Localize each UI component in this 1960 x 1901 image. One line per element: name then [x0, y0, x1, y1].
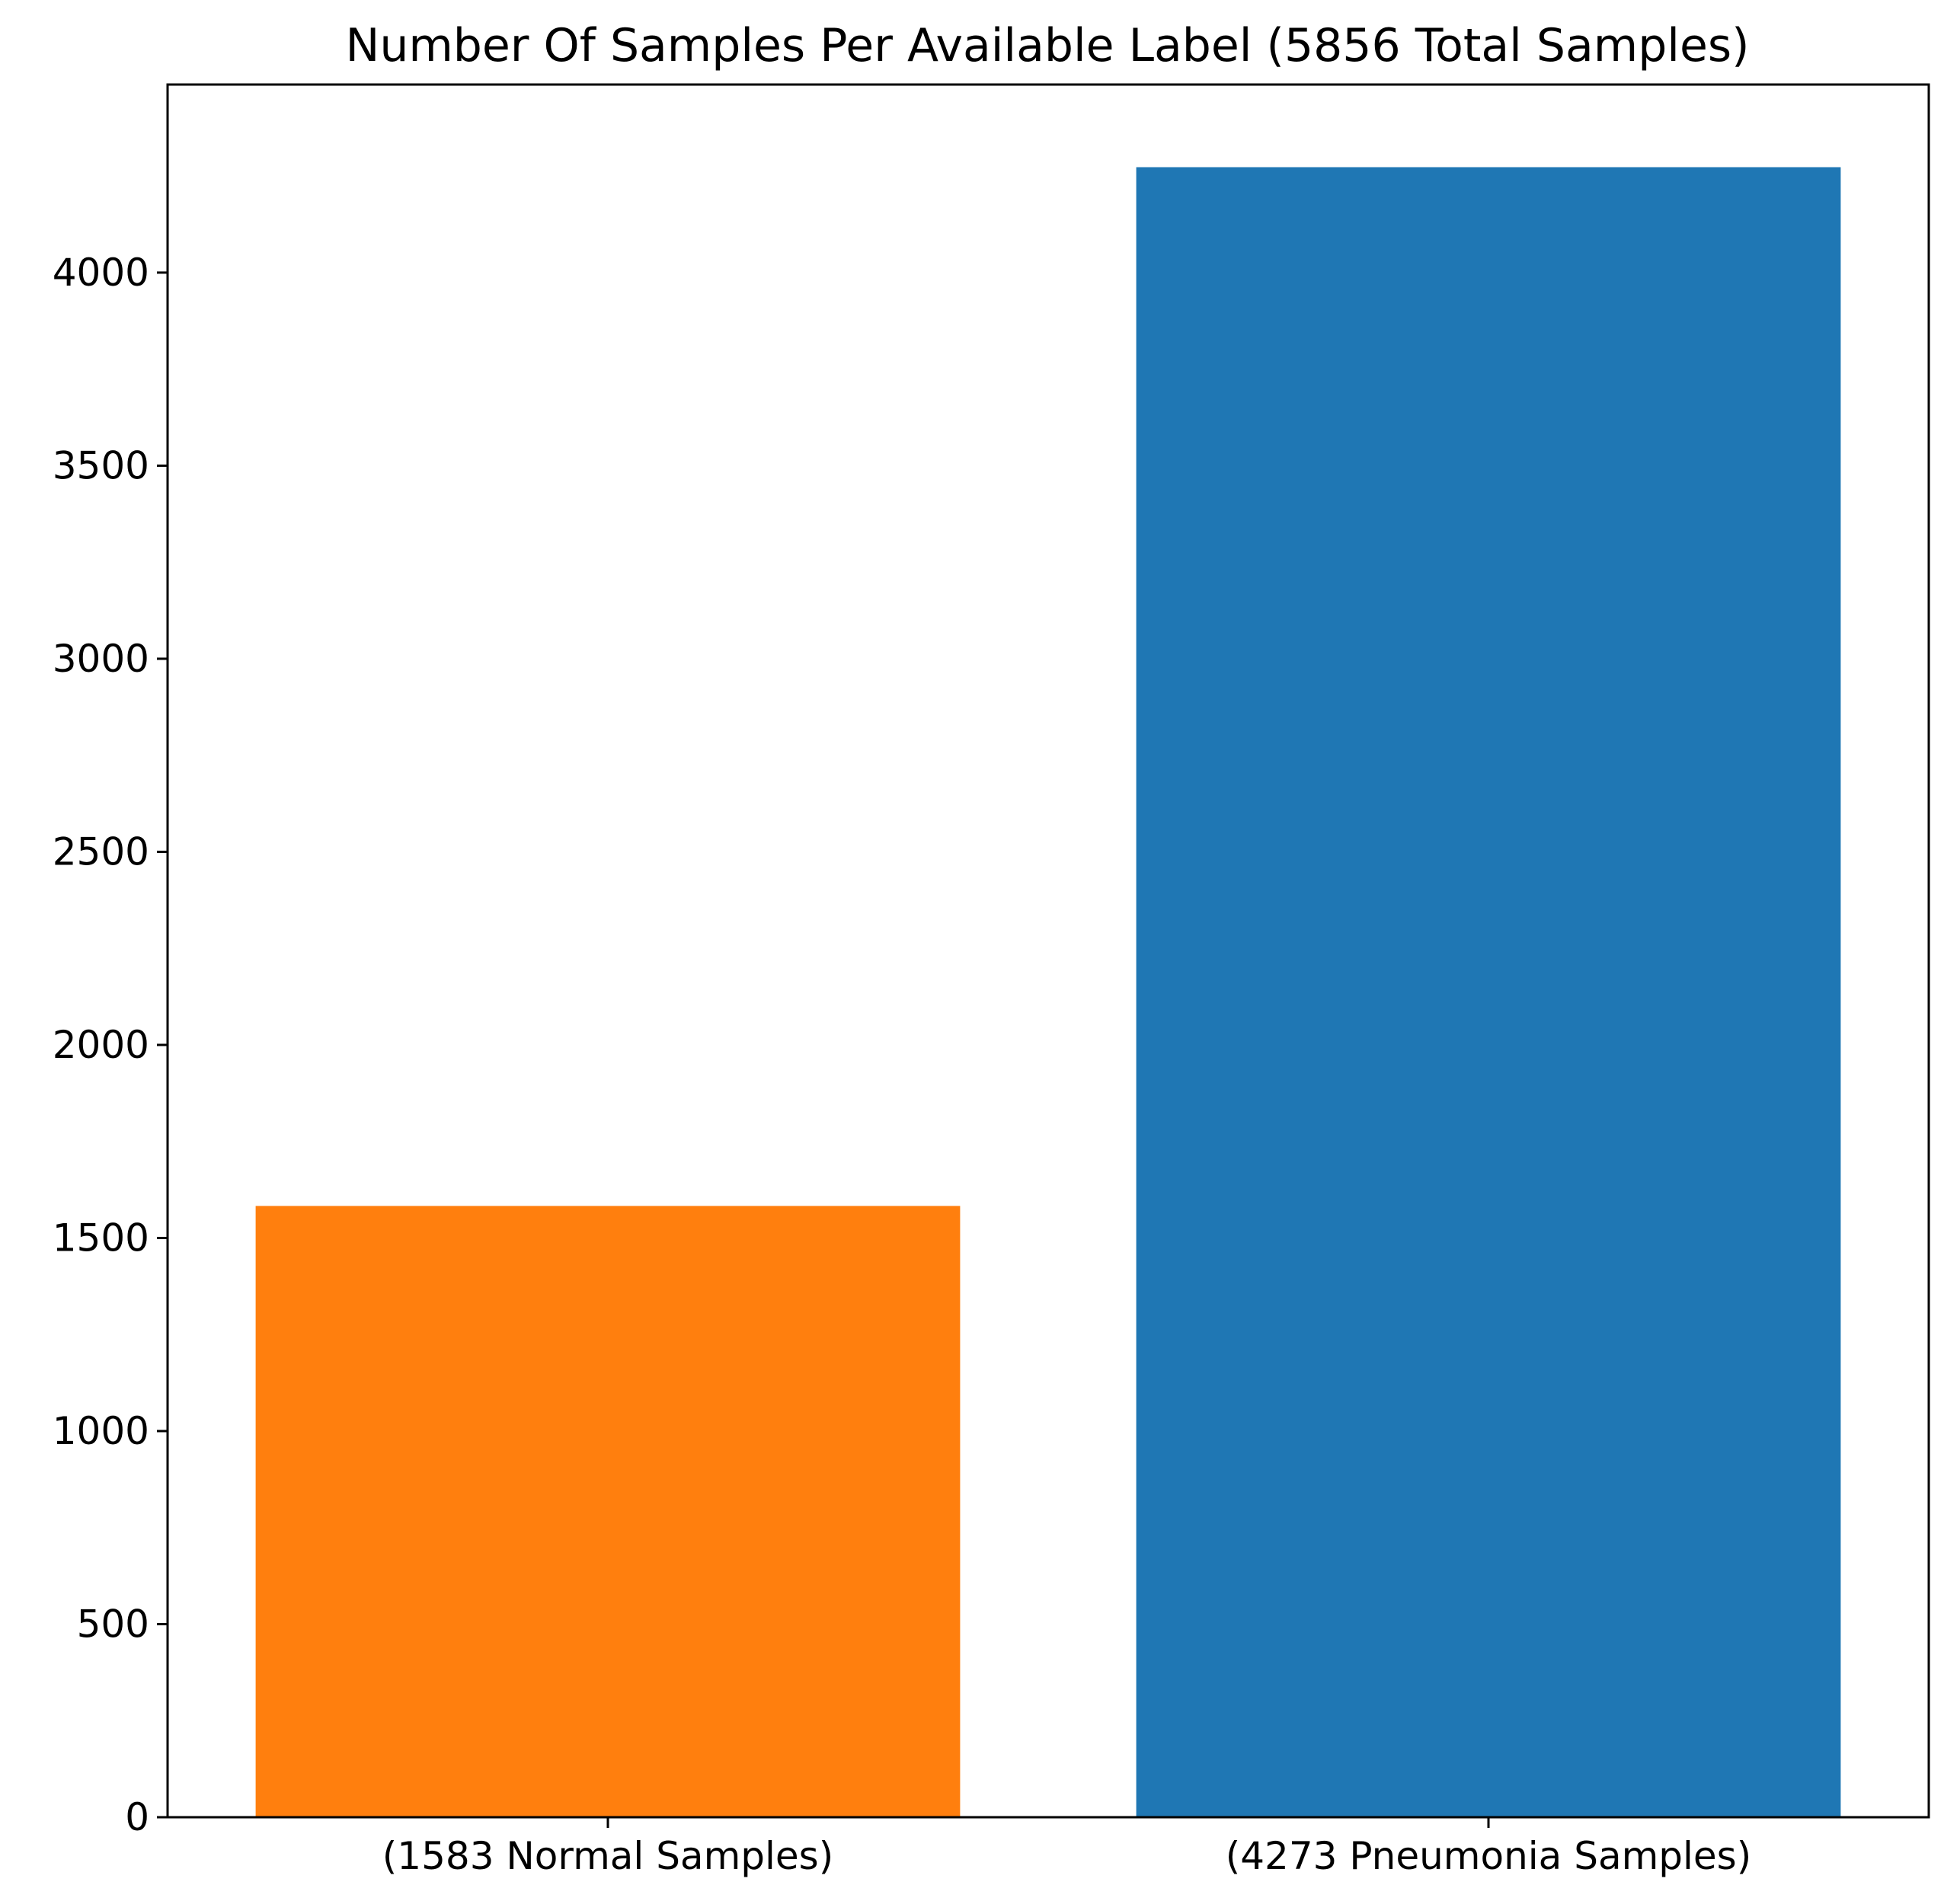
y-tick-label: 2500 [53, 829, 149, 874]
y-tick-label: 4000 [53, 251, 149, 295]
x-axis: (1583 Normal Samples) (4273 Pneumonia Sam… [382, 1817, 1752, 1878]
y-tick-label: 1000 [53, 1409, 149, 1453]
x-tick-label: (4273 Pneumonia Samples) [1226, 1834, 1752, 1878]
bar-1 [1136, 167, 1841, 1817]
bar-0 [255, 1206, 961, 1817]
y-tick-label: 3000 [53, 637, 149, 681]
x-tick-label: (1583 Normal Samples) [382, 1834, 833, 1878]
y-tick-label: 500 [77, 1602, 149, 1646]
chart-title: Number Of Samples Per Available Label (5… [345, 19, 1749, 72]
plot-frame [166, 83, 1930, 1819]
y-tick-label: 1500 [53, 1216, 149, 1260]
y-tick-label: 3500 [53, 443, 149, 487]
y-tick-label: 2000 [53, 1023, 149, 1067]
bars-layer [255, 167, 1841, 1817]
y-axis: 0 500 1000 1500 2000 2500 3000 3500 4000 [53, 251, 168, 1839]
y-tick-label: 0 [125, 1795, 149, 1839]
